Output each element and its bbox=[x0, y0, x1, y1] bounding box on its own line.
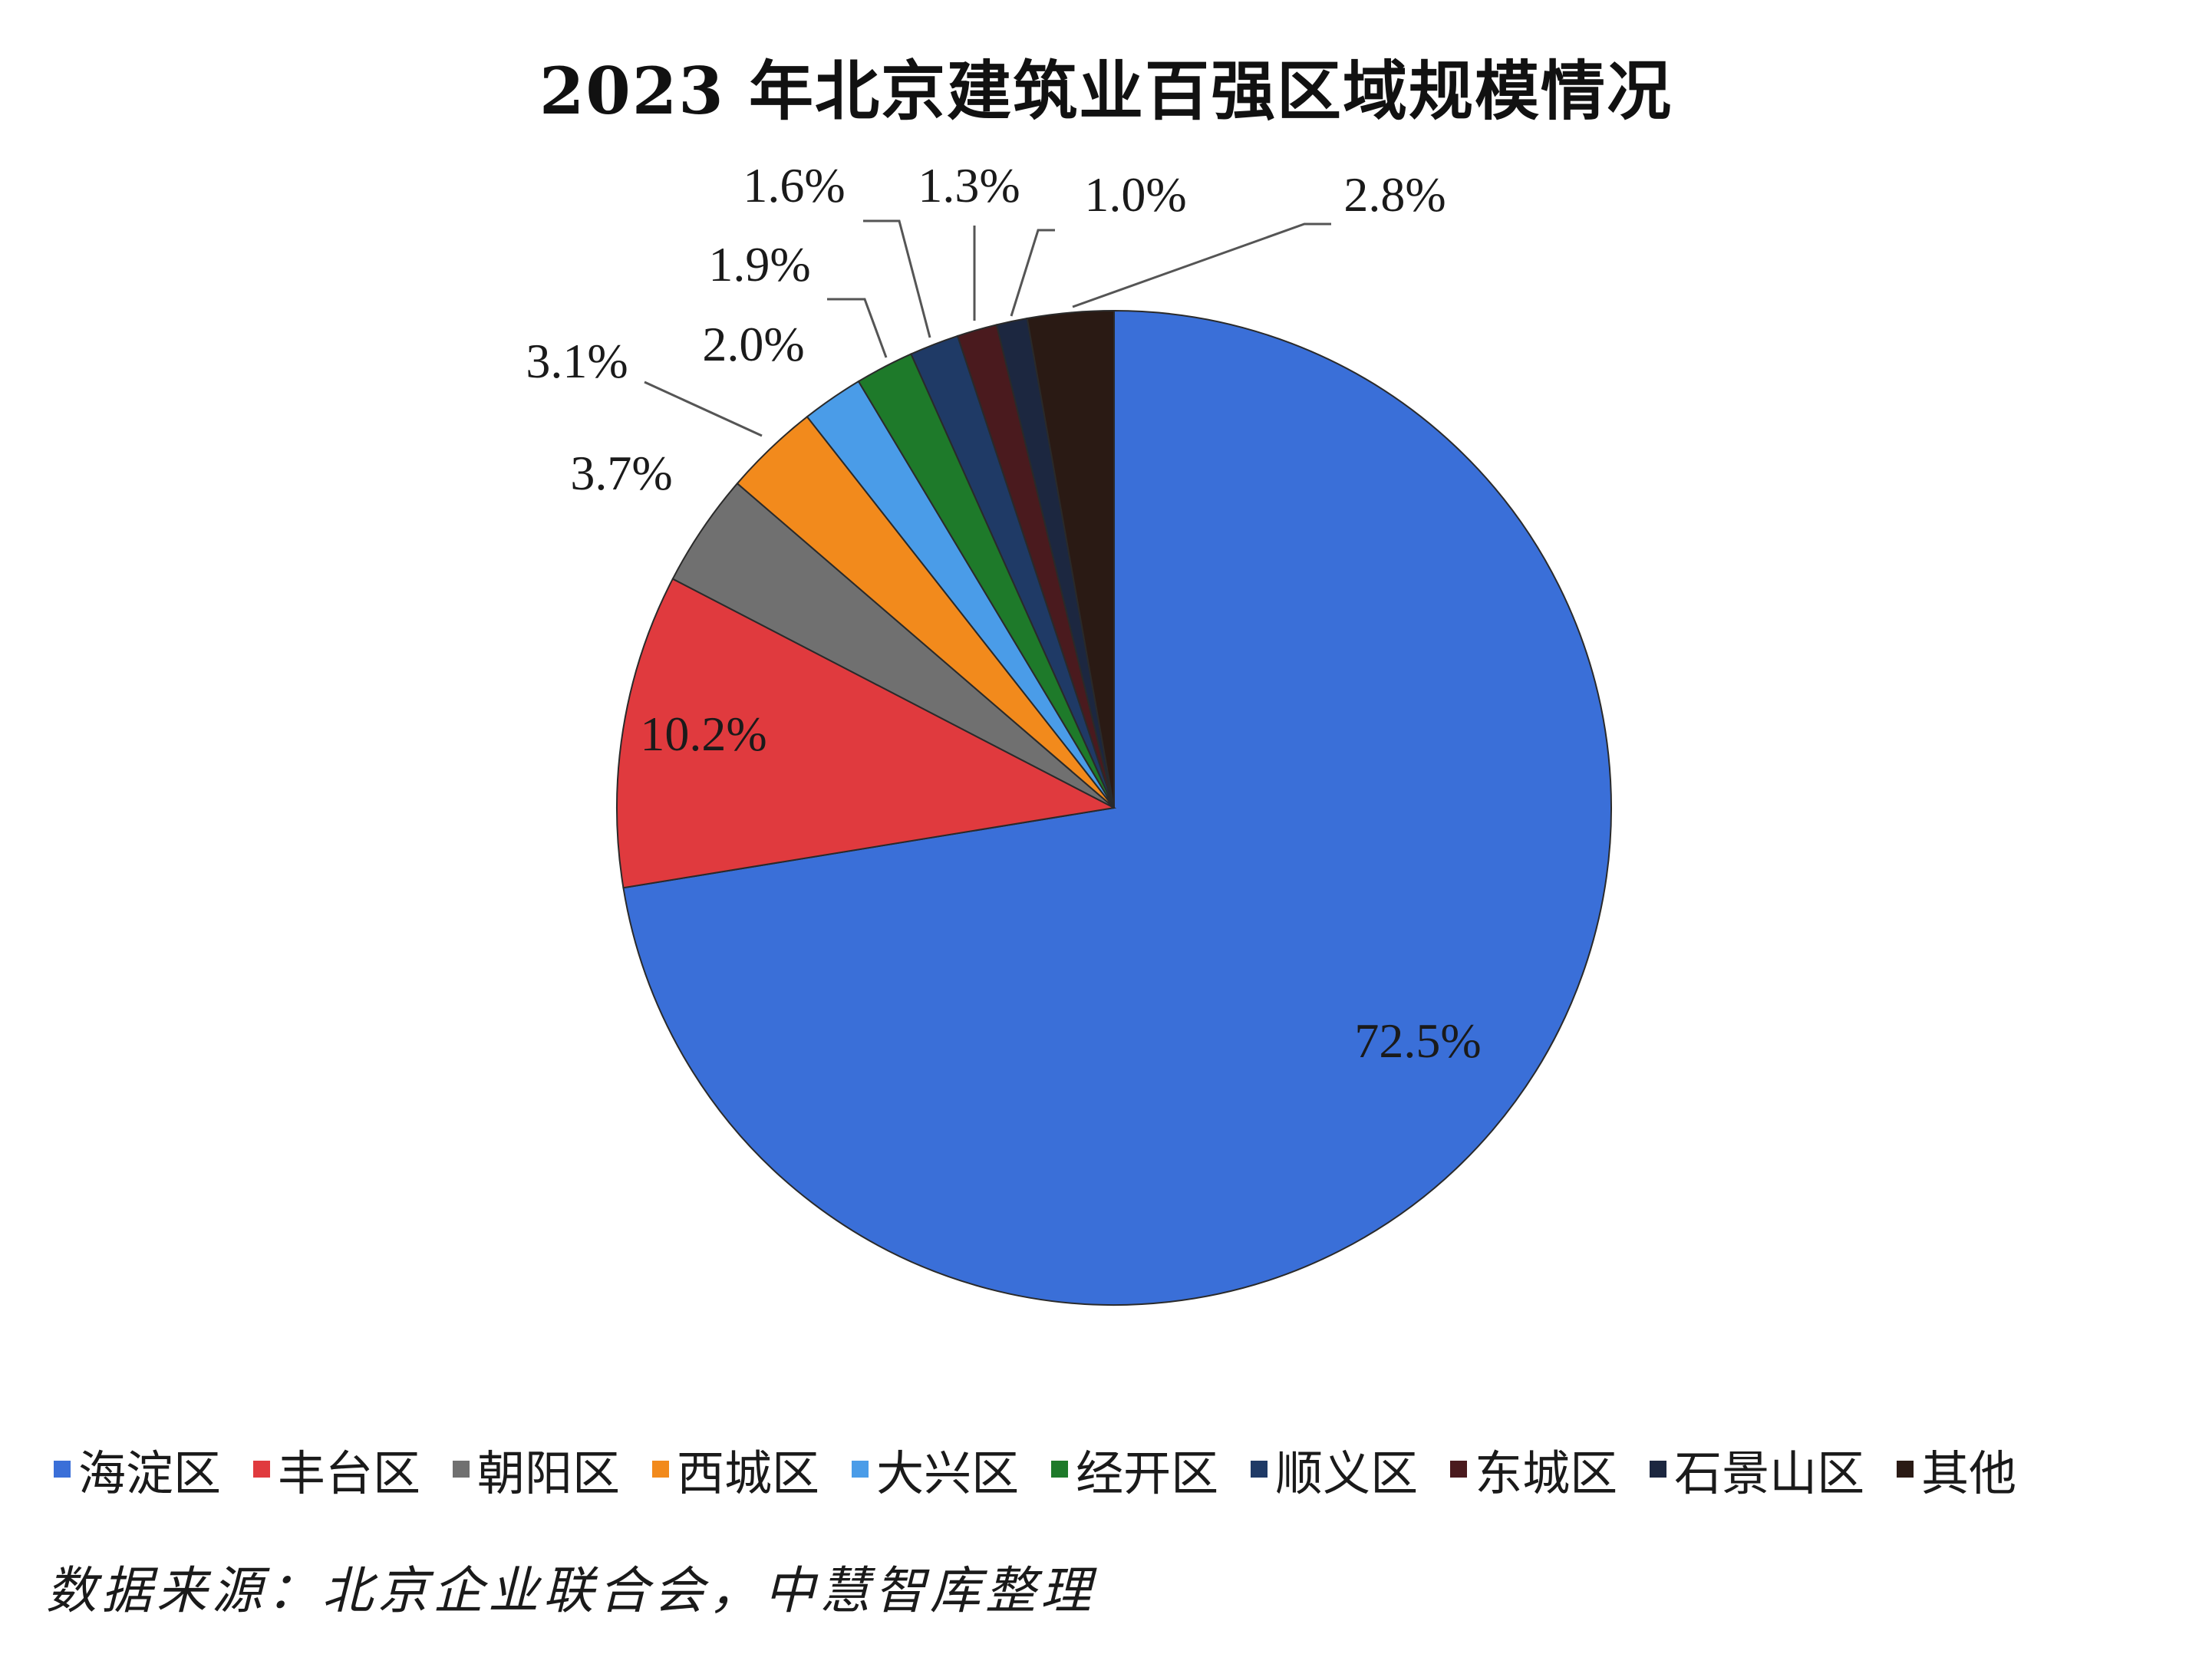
chart-title: 2023 年北京建筑业百强区域规模情况 bbox=[539, 53, 1673, 129]
legend-swatch-icon bbox=[1251, 1461, 1268, 1478]
legend-label: 东城区 bbox=[1475, 1445, 1618, 1501]
leader-lines bbox=[644, 219, 1331, 437]
legend-label: 石景山区 bbox=[1674, 1445, 1865, 1501]
legend-label: 顺义区 bbox=[1275, 1445, 1419, 1501]
legend-item-9: 石景山区 bbox=[1650, 1435, 1864, 1504]
pie-slices bbox=[616, 309, 1612, 1306]
data-label-3: 3.7% bbox=[570, 446, 672, 500]
data-label-9: 1.0% bbox=[1084, 167, 1186, 222]
legend-label: 其他 bbox=[1921, 1445, 2017, 1501]
legend-swatch-icon bbox=[652, 1461, 670, 1478]
data-label-7: 1.6% bbox=[743, 158, 845, 213]
pie-slice-10 bbox=[1026, 309, 1115, 809]
legend-item-4: 西城区 bbox=[652, 1435, 819, 1504]
legend-item-8: 东城区 bbox=[1450, 1435, 1617, 1504]
pie-slice-1 bbox=[622, 309, 1612, 1306]
legend-item-10: 其他 bbox=[1897, 1435, 2016, 1504]
pie-slice-2 bbox=[616, 578, 1117, 889]
legend-item-7: 顺义区 bbox=[1251, 1435, 1418, 1504]
legend-item-3: 朝阳区 bbox=[453, 1435, 620, 1504]
data-label-6: 1.9% bbox=[708, 237, 810, 292]
legend-item-1: 海淀区 bbox=[54, 1435, 221, 1504]
legend-label: 经开区 bbox=[1076, 1445, 1219, 1501]
leader-line-9 bbox=[1010, 229, 1055, 317]
legend-swatch-icon bbox=[852, 1461, 869, 1478]
leader-line-6 bbox=[827, 298, 888, 358]
data-label-1: 72.5% bbox=[1354, 1013, 1481, 1068]
legend-swatch-icon bbox=[1897, 1461, 1914, 1478]
leader-line-10 bbox=[1072, 222, 1331, 308]
data-label-2: 10.2% bbox=[640, 707, 766, 761]
legend-item-6: 经开区 bbox=[1051, 1435, 1218, 1504]
data-label-8: 1.3% bbox=[918, 158, 1020, 213]
legend-swatch-icon bbox=[1650, 1461, 1667, 1478]
legend-swatch-icon bbox=[253, 1461, 271, 1478]
legend-label: 朝阳区 bbox=[477, 1445, 621, 1501]
legend-item-5: 大兴区 bbox=[852, 1435, 1019, 1504]
leader-line-4 bbox=[644, 381, 763, 437]
leader-line-7 bbox=[863, 219, 931, 338]
pie-labels: 72.5% 10.2% 3.7% 3.1% 2.0% 1.9% 1.6% 1.3% 1.0% 2.… bbox=[526, 158, 1481, 1068]
data-label-5: 2.0% bbox=[702, 317, 804, 371]
legend-label: 大兴区 bbox=[876, 1445, 1020, 1501]
legend: 海淀区 丰台区 朝阳区 西城区 大兴区 经开区 顺义区 东城区 石景山区 其他 bbox=[54, 1435, 2187, 1504]
pie-chart: 72.5% 10.2% 3.7% 3.1% 2.0% 1.9% 1.6% 1.3% 1.0% 2.… bbox=[526, 158, 1612, 1306]
legend-label: 丰台区 bbox=[278, 1445, 421, 1501]
legend-swatch-icon bbox=[1051, 1461, 1069, 1478]
legend-swatch-icon bbox=[54, 1461, 71, 1478]
legend-item-2: 丰台区 bbox=[253, 1435, 420, 1504]
data-label-4: 3.1% bbox=[526, 334, 628, 388]
source-note: 数据来源：北京企业联合会，中慧智库整理 bbox=[46, 1561, 1096, 1620]
legend-label: 西城区 bbox=[677, 1445, 820, 1501]
legend-swatch-icon bbox=[453, 1461, 470, 1478]
legend-label: 海淀区 bbox=[78, 1445, 222, 1501]
data-label-10: 2.8% bbox=[1343, 167, 1446, 222]
legend-swatch-icon bbox=[1450, 1461, 1468, 1478]
